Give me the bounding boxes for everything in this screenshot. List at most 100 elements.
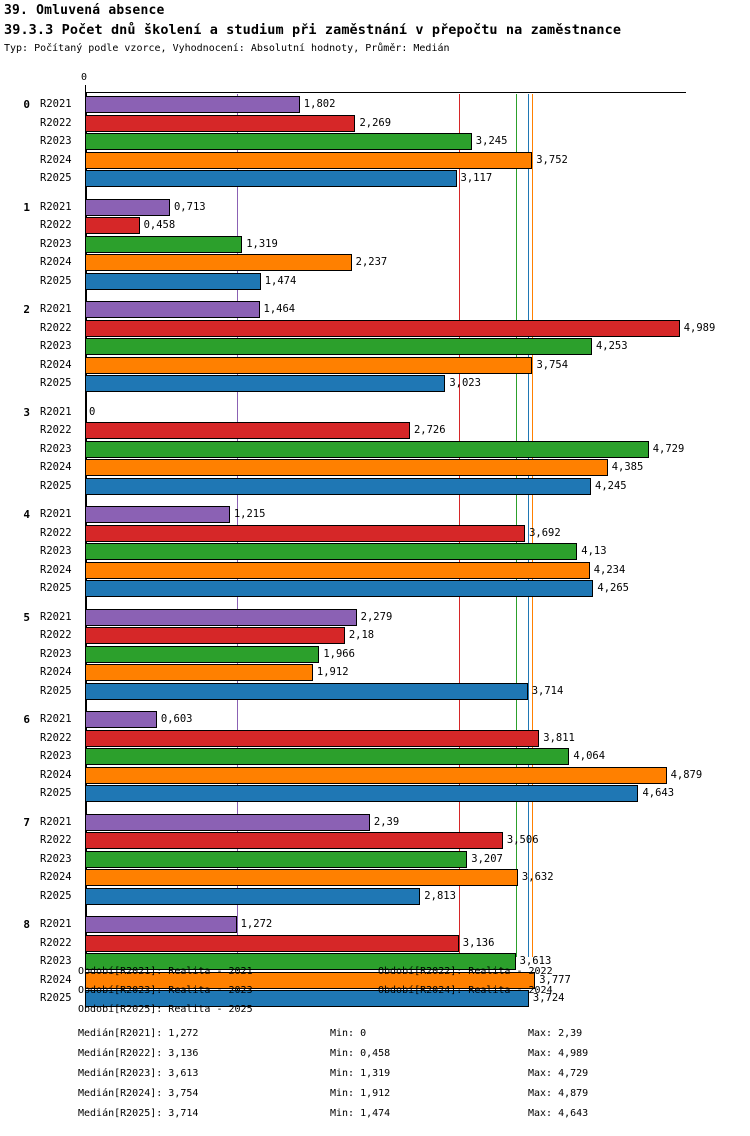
bar-row: R2024 4,385 xyxy=(0,459,750,476)
bar-value-r2023-2: 4,253 xyxy=(595,340,628,352)
bar-r2024-5[interactable] xyxy=(85,664,313,681)
bar-row: R2024 3,777 xyxy=(0,971,750,989)
bar-r2022-6[interactable] xyxy=(85,729,540,747)
bar-row: R2023 1,319 xyxy=(0,235,750,253)
bar-r2022-5[interactable] xyxy=(85,627,345,644)
bar-row: R2023 3,613 xyxy=(0,953,750,970)
bar-r2024-7[interactable] xyxy=(85,869,518,886)
bar-r2021-4[interactable] xyxy=(85,506,230,523)
bar-row: R2024 4,879 xyxy=(0,766,750,784)
bar-r2023-6[interactable] xyxy=(85,748,570,765)
bar-value-r2024-3: 4,385 xyxy=(611,461,644,473)
bar-value-r2025-5: 3,714 xyxy=(531,684,564,697)
bar-r2023-5[interactable] xyxy=(85,645,320,663)
bar-r2023-1[interactable] xyxy=(85,235,243,253)
bar-r2025-1[interactable] xyxy=(85,272,261,290)
bar-row: R2023 1,966 xyxy=(0,645,750,663)
bar-value-r2025-7: 2,813 xyxy=(424,889,456,902)
bar-value-r2023-0: 3,245 xyxy=(475,135,508,147)
bar-r2025-4[interactable] xyxy=(85,580,594,597)
bar-row: R2025 3,724 xyxy=(0,990,750,1007)
bar-value-r2024-8: 3,777 xyxy=(539,973,571,986)
bar-r2022-3[interactable] xyxy=(85,422,410,439)
bar-r2025-6[interactable] xyxy=(85,785,639,802)
bar-r2023-4[interactable] xyxy=(85,543,578,560)
bar-r2022-1[interactable] xyxy=(85,217,140,234)
row-label-r2021: R2021 xyxy=(40,303,72,315)
bar-r2021-8[interactable] xyxy=(85,916,237,933)
row-label-r2022: R2022 xyxy=(40,321,72,334)
bar-value-r2025-1: 1,474 xyxy=(264,274,297,287)
bar-value-r2021-6: 0,603 xyxy=(160,713,193,725)
bar-r2025-8[interactable] xyxy=(85,990,529,1007)
bar-r2022-2[interactable] xyxy=(85,319,680,337)
bar-r2025-5[interactable] xyxy=(85,682,528,700)
bar-r2021-6[interactable] xyxy=(85,711,157,728)
bar-value-r2023-5: 1,966 xyxy=(323,647,355,660)
bar-row: R2021 1,802 xyxy=(0,96,750,113)
bar-row: R2024 3,754 xyxy=(0,356,750,374)
bar-r2025-3[interactable] xyxy=(85,477,591,495)
bar-r2023-7[interactable] xyxy=(85,850,468,868)
bar-r2024-6[interactable] xyxy=(85,766,667,784)
stat-max: Max: 2,39 xyxy=(528,1028,583,1039)
bar-r2025-2[interactable] xyxy=(85,375,446,392)
bar-r2022-4[interactable] xyxy=(85,524,526,542)
bar-value-r2023-8: 3,613 xyxy=(519,955,552,967)
row-label-r2024: R2024 xyxy=(40,973,72,986)
bar-r2023-3[interactable] xyxy=(85,440,649,458)
bar-r2021-5[interactable] xyxy=(85,608,357,626)
row-label-r2023: R2023 xyxy=(40,340,72,352)
bar-r2025-7[interactable] xyxy=(85,887,421,905)
bar-r2024-3[interactable] xyxy=(85,459,608,476)
stat-min: Min: 1,474 xyxy=(330,1108,391,1119)
bar-r2021-2[interactable] xyxy=(85,301,260,318)
bar-r2024-4[interactable] xyxy=(85,561,590,579)
row-label-r2024: R2024 xyxy=(40,153,72,166)
legend-item: Období[R2021]: Realita - 2021 xyxy=(78,966,253,977)
bar-row: R2025 3,023 xyxy=(0,375,750,392)
bar-r2022-8[interactable] xyxy=(85,934,459,952)
bar-r2021-1[interactable] xyxy=(85,198,170,216)
bar-r2024-2[interactable] xyxy=(85,356,533,374)
legend-item: Období[R2024]: Realita - 2024 xyxy=(378,985,553,996)
group-label-8: 8 xyxy=(23,918,30,931)
bar-value-r2022-0: 2,269 xyxy=(359,116,392,129)
stat-max: Max: 4,643 xyxy=(528,1108,589,1119)
bar-value-r2021-1: 0,713 xyxy=(173,200,206,213)
bar-r2024-0[interactable] xyxy=(85,151,533,169)
bar-value-r2021-8: 1,272 xyxy=(240,918,273,930)
bar-r2024-8[interactable] xyxy=(85,971,536,989)
bar-value-r2024-1: 2,237 xyxy=(355,256,388,268)
bar-r2025-0[interactable] xyxy=(85,170,457,187)
bar-r2021-7[interactable] xyxy=(85,813,370,831)
bar-r2024-1[interactable] xyxy=(85,254,352,271)
bar-value-r2021-4: 1,215 xyxy=(233,508,266,520)
bar-r2023-0[interactable] xyxy=(85,133,472,150)
bar-r2023-8[interactable] xyxy=(85,953,516,970)
row-label-r2021: R2021 xyxy=(40,98,72,110)
bar-value-r2022-5: 2,18 xyxy=(348,629,375,641)
row-label-r2021: R2021 xyxy=(40,508,72,520)
stat-max: Max: 4,729 xyxy=(528,1068,589,1079)
bar-row: R2022 2,18 xyxy=(0,627,750,644)
bar-value-r2023-3: 4,729 xyxy=(652,442,685,455)
bar-row: R2022 3,692 xyxy=(0,524,750,542)
row-label-r2025: R2025 xyxy=(40,582,72,594)
bar-row: R2021 0,713 xyxy=(0,198,750,216)
row-label-r2024: R2024 xyxy=(40,358,72,371)
bar-r2023-2[interactable] xyxy=(85,338,592,355)
row-label-r2024: R2024 xyxy=(40,461,72,473)
bar-r2021-0[interactable] xyxy=(85,96,300,113)
bar-value-r2024-5: 1,912 xyxy=(316,666,349,678)
row-label-r2023: R2023 xyxy=(40,750,72,762)
bar-row: R2021 2,279 xyxy=(0,608,750,626)
stat-max: Max: 4,879 xyxy=(528,1088,589,1099)
bar-row: R2023 4,253 xyxy=(0,338,750,355)
row-label-r2023: R2023 xyxy=(40,545,72,557)
bar-r2022-7[interactable] xyxy=(85,832,503,849)
bar-r2022-0[interactable] xyxy=(85,114,356,132)
bar-row: R2025 4,643 xyxy=(0,785,750,802)
chart-plot-area: 0 0 R2021 1,802 R2022 2,269 R2023 3,245 R2024 3,… xyxy=(0,72,750,1007)
row-label-r2022: R2022 xyxy=(40,834,72,846)
